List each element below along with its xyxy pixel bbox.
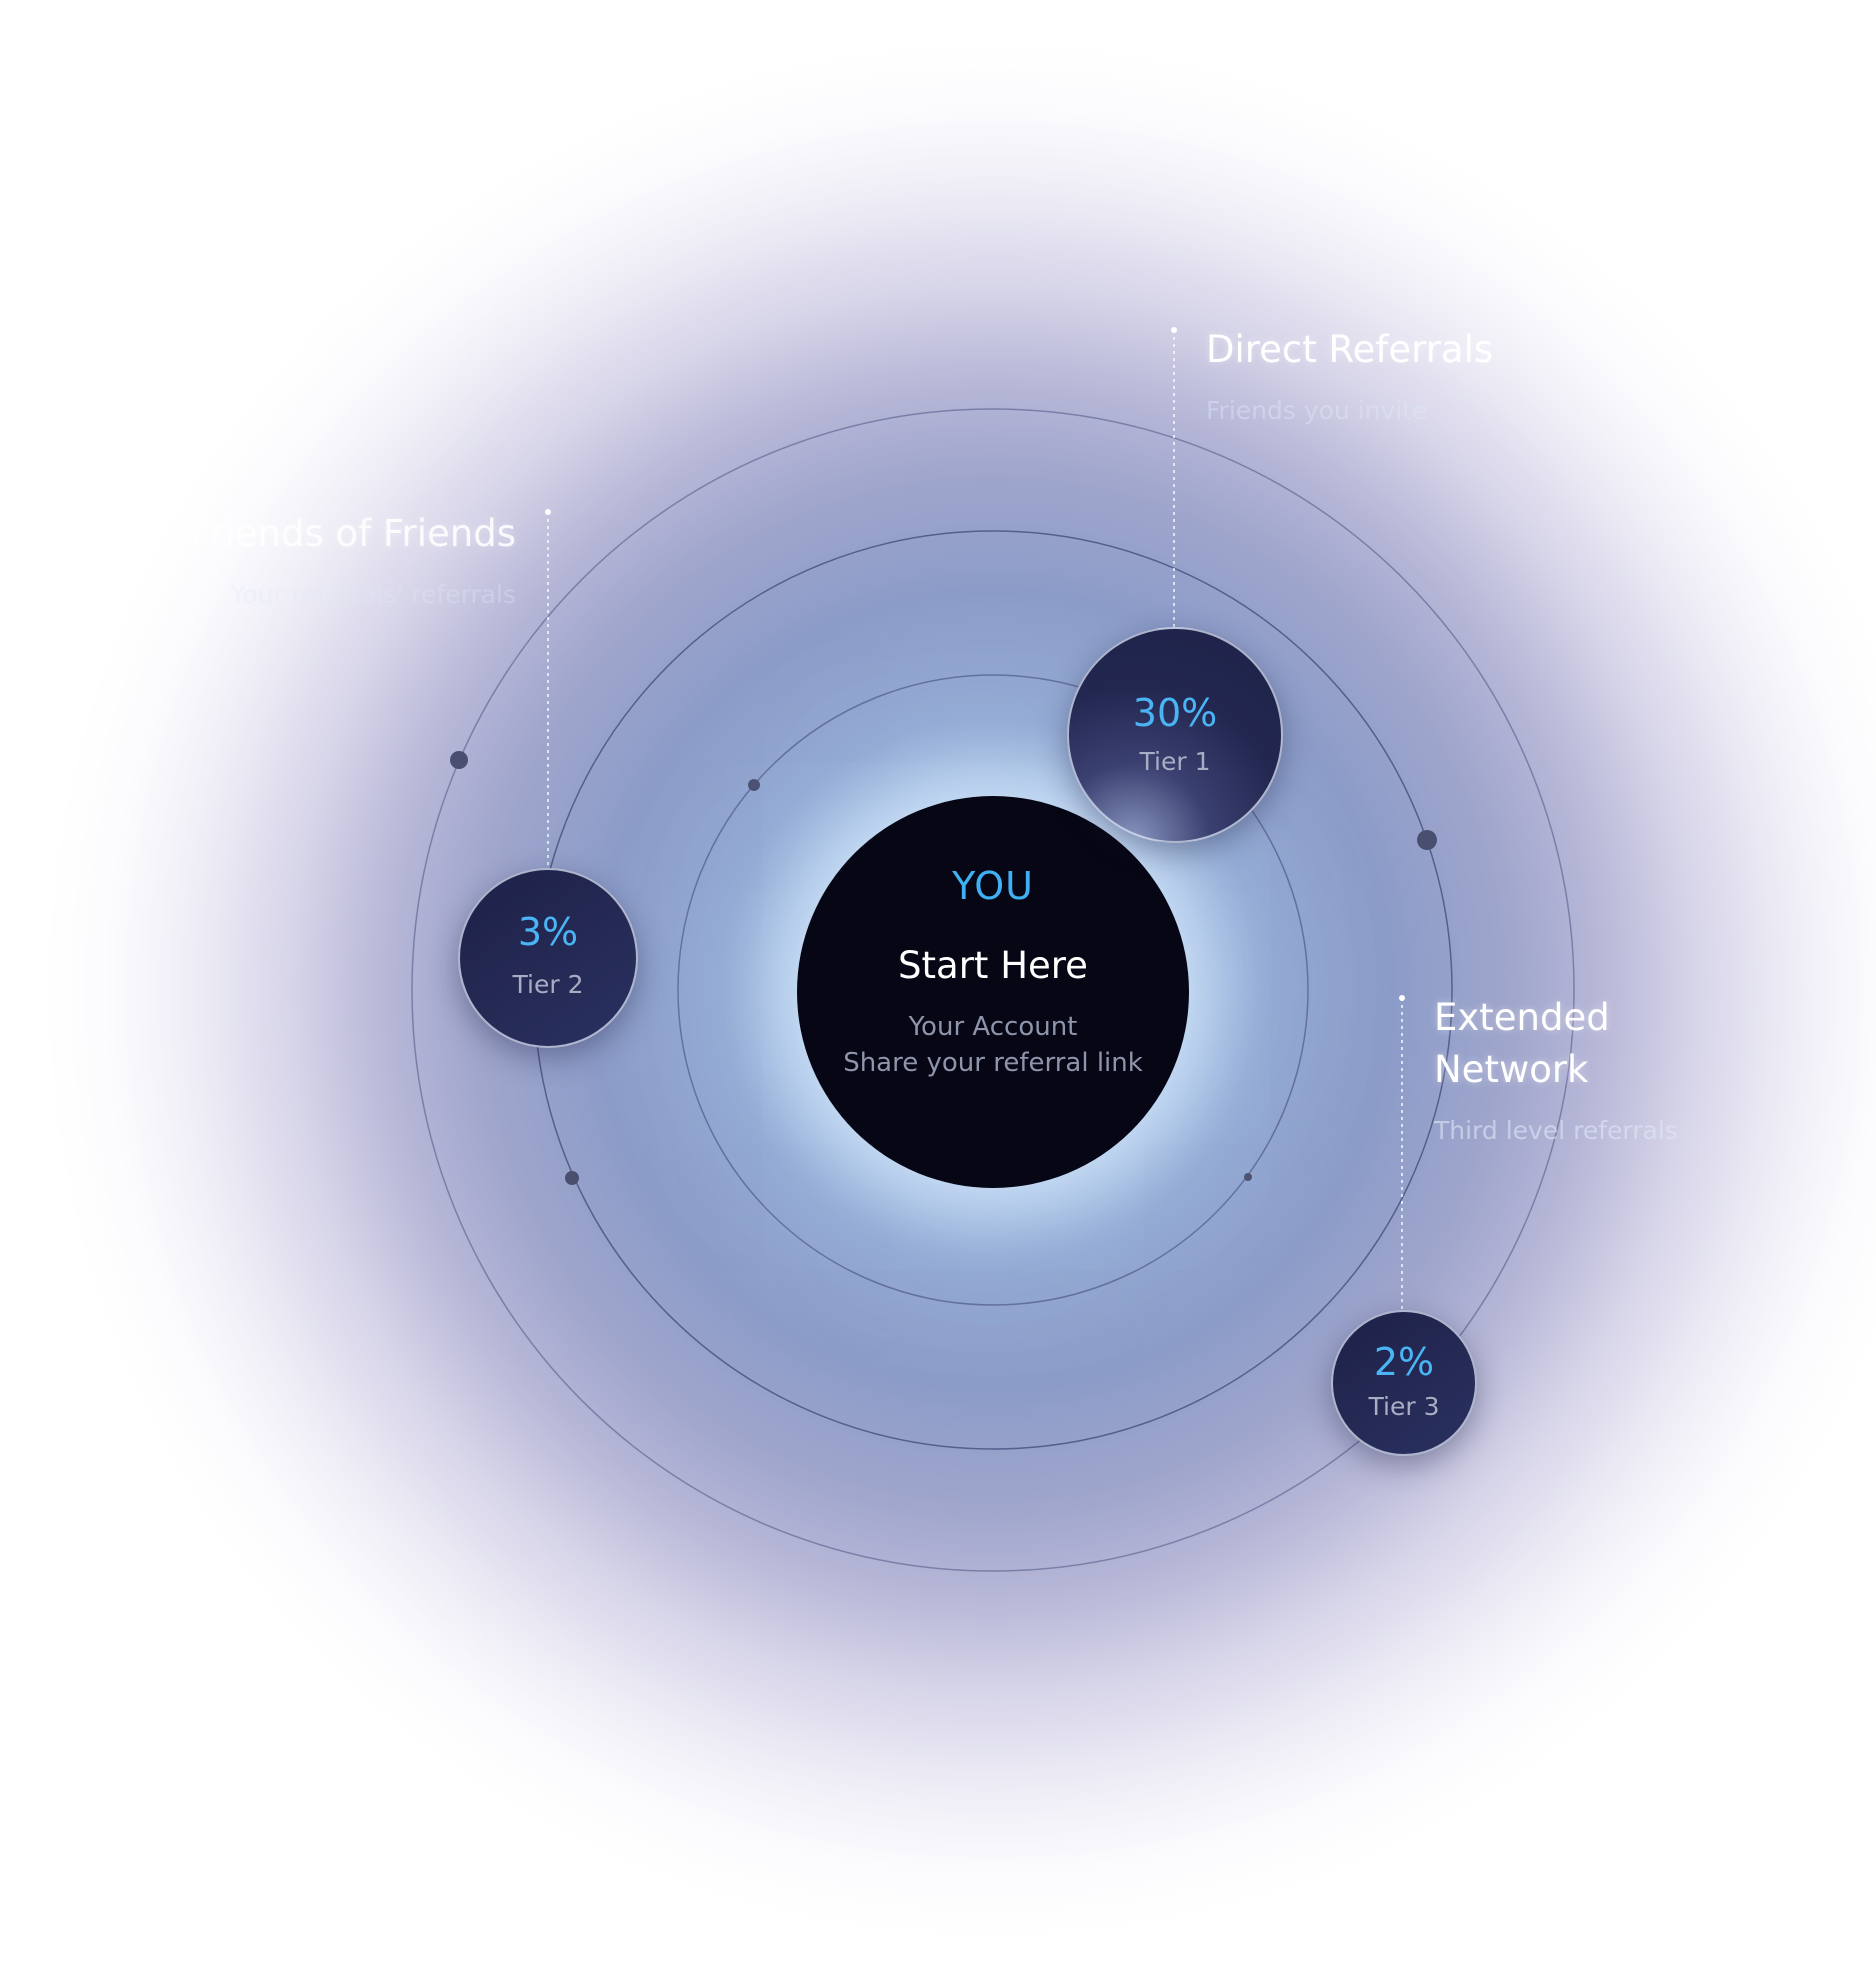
callout-friends-subtitle: Your referrals' referrals	[230, 580, 516, 609]
connector-direct-dot	[1171, 327, 1177, 333]
tier-1-node: 30% Tier 1	[1067, 627, 1283, 843]
orbit-dot	[565, 1171, 579, 1185]
callout-direct-title: Direct Referrals	[1206, 328, 1494, 371]
tier-1-label: Tier 1	[1139, 747, 1211, 776]
orbit-dot	[748, 779, 760, 791]
tier-2-label: Tier 2	[512, 970, 584, 999]
orbit-dot	[1417, 830, 1437, 850]
center-line-1: Your Account	[908, 1012, 1078, 1042]
callout-direct-subtitle: Friends you invite	[1206, 396, 1428, 425]
orbit-dot	[1244, 1173, 1252, 1181]
tier-3-percent: 2%	[1373, 1340, 1435, 1384]
tier-1-percent: 30%	[1132, 691, 1218, 735]
orbit-outer	[411, 408, 1575, 1572]
center-line-2: Share your referral link	[843, 1048, 1143, 1078]
tier-2-percent: 3%	[517, 910, 579, 954]
connector-extended-dot	[1399, 995, 1405, 1001]
center-title: Start Here	[898, 944, 1088, 987]
center-node-you: YOU Start Here Your Account Share your r…	[797, 796, 1189, 1188]
tier-2-node: 3% Tier 2	[458, 868, 638, 1048]
callout-extended-subtitle: Third level referrals	[1434, 1116, 1678, 1145]
center-badge: YOU	[952, 864, 1034, 908]
callout-extended-title: Extended Network	[1434, 996, 1610, 1091]
orbit-inner	[677, 674, 1309, 1306]
tier-3-label: Tier 3	[1368, 1392, 1440, 1421]
tier-3-node: 2% Tier 3	[1331, 1310, 1477, 1456]
connector-friends-dot	[545, 509, 551, 515]
orbit-dot	[450, 751, 468, 769]
callout-friends-title: Friends of Friends	[190, 512, 516, 555]
